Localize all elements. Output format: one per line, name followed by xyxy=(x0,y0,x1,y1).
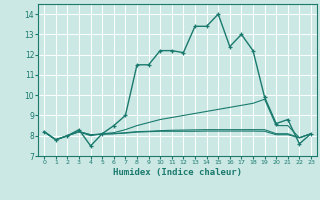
X-axis label: Humidex (Indice chaleur): Humidex (Indice chaleur) xyxy=(113,168,242,177)
